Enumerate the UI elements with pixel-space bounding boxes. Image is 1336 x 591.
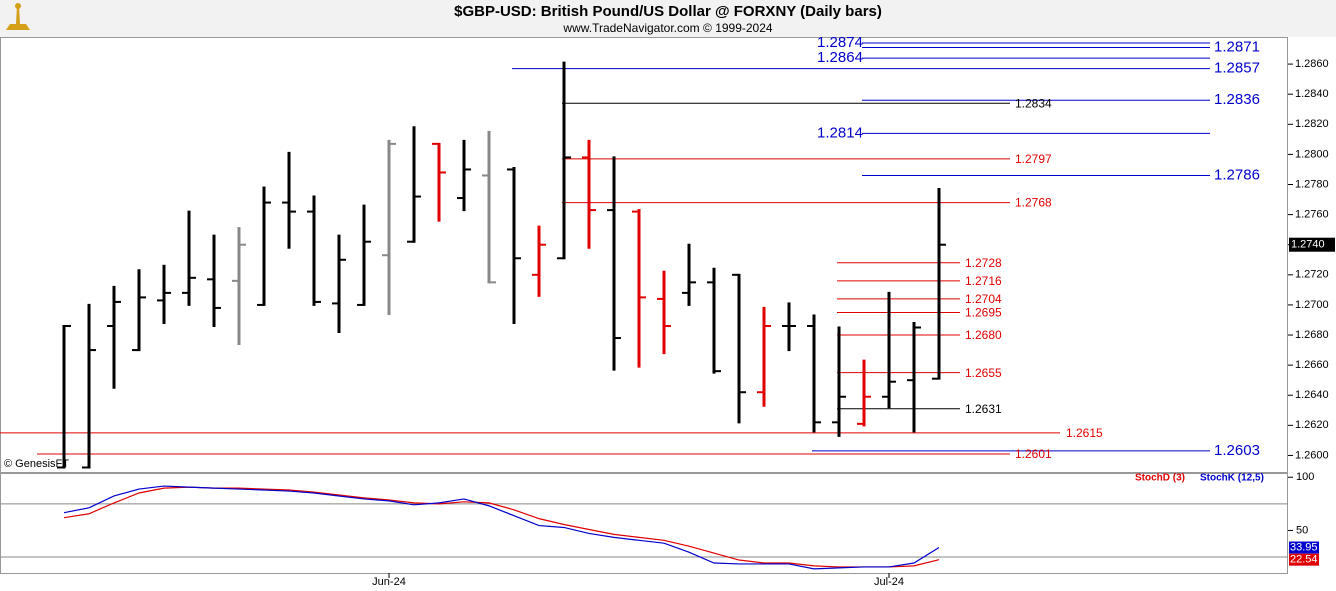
level-label: 1.2874 [817, 34, 863, 51]
y-tick-label: 1.2620 [1295, 419, 1329, 431]
y-tick-label: 50 [1296, 524, 1308, 536]
level-label: 1.2655 [965, 366, 1002, 380]
y-tick-label: 100 [1296, 471, 1314, 483]
level-label: 1.2680 [965, 328, 1002, 342]
level-label: 1.2631 [965, 402, 1002, 416]
stoch-line [63, 485, 940, 570]
last-price-label: 1.2740 [1291, 239, 1325, 251]
level-label: 1.2834 [1015, 96, 1052, 110]
header-band [0, 0, 1336, 37]
level-label: 1.2695 [965, 306, 1002, 320]
y-tick-label: 1.2800 [1295, 148, 1329, 160]
level-label: 1.2786 [1214, 166, 1260, 183]
y-tick-label: 1.2760 [1295, 209, 1329, 221]
level-label: 1.2601 [1015, 447, 1052, 461]
level-label: 1.2728 [965, 256, 1002, 270]
source-label: © GenesisFT [4, 458, 69, 470]
legend-entry: StochD (3) [1135, 473, 1185, 484]
level-label: 1.2704 [965, 292, 1002, 306]
y-tick-label: 1.2640 [1295, 389, 1329, 401]
y-tick-label: 1.2720 [1295, 269, 1329, 281]
level-label: 1.2814 [817, 124, 863, 141]
y-tick-label: 1.2660 [1295, 359, 1329, 371]
x-tick-label: Jul-24 [874, 576, 904, 588]
y-tick-label: 1.2700 [1295, 299, 1329, 311]
chart-subtitle: www.TradeNavigator.com © 1999-2024 [562, 21, 772, 35]
level-label: 1.2857 [1214, 60, 1260, 77]
level-label: 1.2615 [1066, 426, 1103, 440]
y-tick-label: 1.2820 [1295, 118, 1329, 130]
logo [6, 3, 30, 30]
x-tick-label: Jun-24 [372, 576, 406, 588]
level-label: 1.2836 [1214, 91, 1260, 108]
last-value-box [1289, 541, 1319, 554]
level-label: 1.2864 [817, 49, 863, 66]
y-tick-label: 1.2840 [1295, 88, 1329, 100]
stoch-panel [0, 473, 1288, 574]
level-label: 1.2797 [1015, 152, 1052, 166]
last-price-box [1289, 237, 1335, 252]
chart-title: $GBP-USD: British Pound/US Dollar @ FORX… [454, 3, 882, 20]
last-value-label: 22.54 [1290, 554, 1318, 566]
level-label: 1.2871 [1214, 39, 1260, 56]
level-label: 1.2716 [965, 274, 1002, 288]
legend-entry: StochK (12,5) [1200, 473, 1264, 484]
level-label: 1.2603 [1214, 442, 1260, 459]
y-tick-label: 1.2600 [1295, 449, 1329, 461]
level-label: 1.2768 [1015, 196, 1052, 210]
y-tick-label: 1.2780 [1295, 178, 1329, 190]
y-tick-label: 1.2680 [1295, 329, 1329, 341]
y-tick-label: 1.2860 [1295, 58, 1329, 70]
last-value-label: 33.95 [1290, 541, 1318, 553]
last-value-box [1289, 553, 1319, 566]
